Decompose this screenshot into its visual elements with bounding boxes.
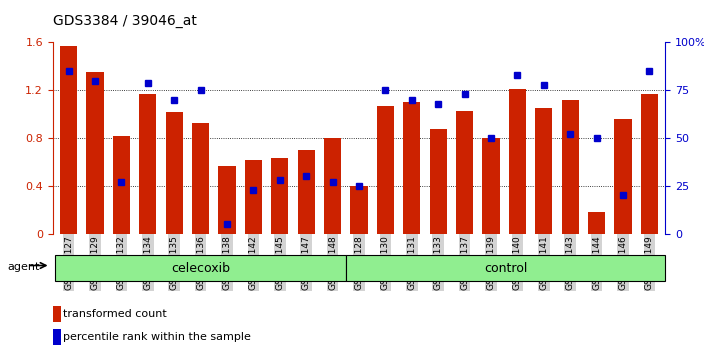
- Text: control: control: [484, 262, 527, 275]
- Bar: [87, 72, 103, 234]
- Bar: [165, 112, 183, 234]
- Text: GDS3384 / 39046_at: GDS3384 / 39046_at: [53, 14, 196, 28]
- Bar: [351, 186, 367, 234]
- Text: transformed count: transformed count: [63, 309, 167, 319]
- Bar: [482, 138, 500, 234]
- Text: celecoxib: celecoxib: [171, 262, 230, 275]
- Bar: [218, 166, 236, 234]
- Text: percentile rank within the sample: percentile rank within the sample: [63, 332, 251, 342]
- Text: agent: agent: [7, 262, 39, 272]
- Bar: [535, 108, 553, 234]
- Bar: [192, 122, 209, 234]
- Bar: [298, 150, 315, 234]
- Bar: [615, 119, 631, 234]
- Bar: [403, 102, 420, 234]
- Bar: [562, 100, 579, 234]
- Bar: [139, 94, 156, 234]
- Bar: [429, 129, 447, 234]
- Bar: [641, 94, 658, 234]
- Bar: [346, 255, 665, 281]
- Bar: [53, 306, 61, 321]
- Bar: [456, 110, 473, 234]
- Bar: [113, 136, 130, 234]
- Bar: [56, 255, 346, 281]
- Bar: [377, 106, 394, 234]
- Bar: [53, 329, 61, 345]
- Bar: [324, 138, 341, 234]
- Bar: [509, 89, 526, 234]
- Bar: [245, 160, 262, 234]
- Bar: [60, 46, 77, 234]
- Bar: [271, 158, 289, 234]
- Bar: [588, 212, 605, 234]
